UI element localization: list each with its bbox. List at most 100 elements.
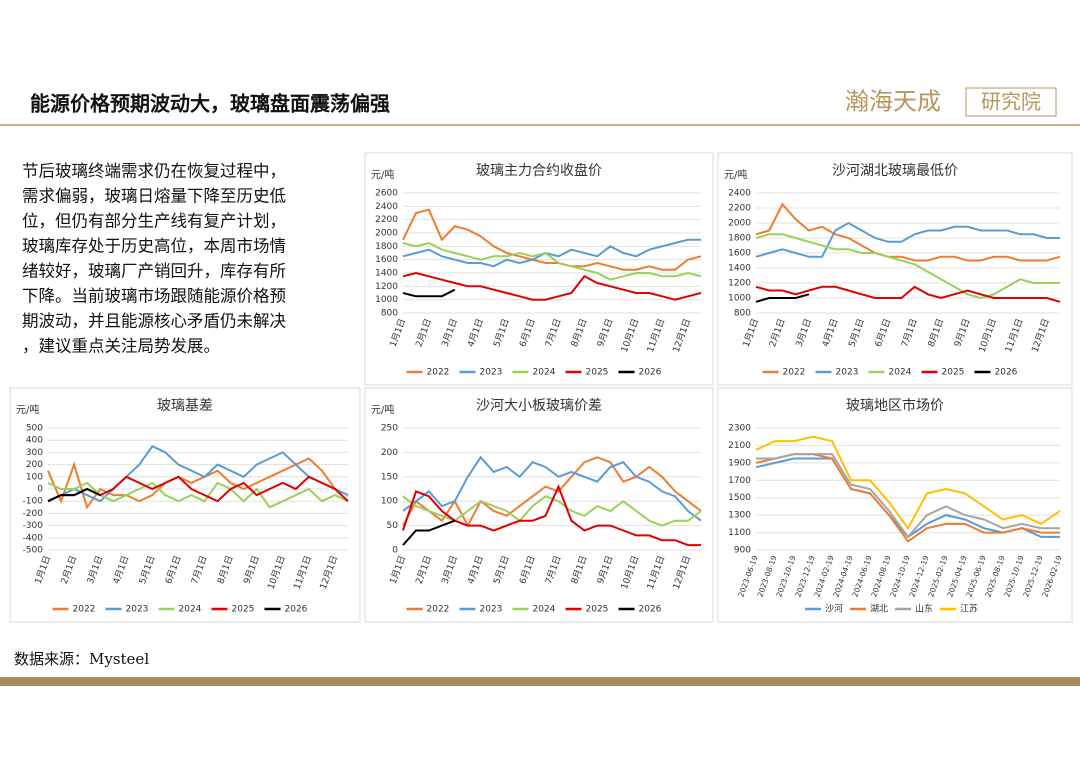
y-tick-label: 1600 — [375, 255, 398, 265]
y-tick-label: 0 — [392, 546, 398, 556]
y-tick-label: 300 — [26, 448, 43, 458]
legend-label: 2022 — [73, 605, 96, 615]
series-line — [402, 455, 702, 522]
y-tick-label: 100 — [381, 497, 398, 507]
y-tick-label: 100 — [26, 472, 43, 482]
legend-label: 2024 — [179, 605, 202, 615]
legend-label: 2024 — [889, 368, 912, 378]
y-tick-label: 1800 — [728, 234, 751, 244]
y-tick-label: 1900 — [728, 458, 751, 468]
legend-label: 2023 — [126, 605, 149, 615]
paragraph-line: 需求偏弱，玻璃日熔量下降至历史低 — [22, 187, 286, 206]
chart-frame — [717, 387, 1073, 623]
y-tick-label: 400 — [26, 436, 43, 446]
paragraph-line: 下降。当前玻璃市场跟随能源价格预 — [22, 287, 286, 306]
legend-label: 2026 — [995, 368, 1018, 378]
y-tick-label: 2200 — [375, 215, 398, 225]
legend-label: 2026 — [639, 368, 662, 378]
y-tick-label: 2000 — [728, 219, 751, 229]
y-tick-label: -300 — [23, 521, 44, 531]
y-tick-label: 2000 — [375, 229, 398, 239]
y-tick-label: 0 — [37, 485, 43, 495]
logo: 瀚海天成 — [845, 88, 941, 116]
y-tick-label: 2400 — [375, 202, 398, 212]
chart-title: 沙河湖北玻璃最低价 — [832, 162, 958, 179]
legend-label: 2025 — [232, 605, 255, 615]
y-tick-label: -200 — [23, 509, 44, 519]
paragraph-line: ，建议重点关注局势发展。 — [22, 337, 220, 356]
legend-label: 2025 — [586, 605, 609, 615]
y-tick-label: 800 — [381, 309, 398, 319]
y-tick-label: 1400 — [375, 269, 398, 279]
legend-label: 2023 — [480, 368, 503, 378]
series-line — [47, 445, 349, 503]
series-line — [755, 233, 1060, 300]
paragraph-line: 位，但仍有部分生产线有复产计划， — [22, 212, 286, 231]
y-tick-label: -100 — [23, 497, 44, 507]
y-tick-label: 1400 — [728, 264, 751, 274]
y-tick-label: 200 — [26, 460, 43, 470]
y-tick-label: 1600 — [728, 249, 751, 259]
series-line — [755, 293, 810, 303]
y-tick-label: 150 — [381, 472, 398, 482]
legend-label: 2023 — [836, 368, 859, 378]
y-axis-label: 元/吨 — [724, 168, 747, 181]
chart-title: 玻璃地区市场价 — [846, 397, 944, 414]
y-tick-label: 2600 — [375, 189, 398, 199]
y-tick-label: 2300 — [728, 424, 751, 434]
chart-frame — [717, 152, 1073, 386]
y-tick-label: 2100 — [728, 441, 751, 451]
chart-frame — [364, 152, 714, 386]
y-tick-label: 1700 — [728, 476, 751, 486]
y-tick-label: -500 — [23, 546, 44, 556]
y-tick-label: 1800 — [375, 242, 398, 252]
y-tick-label: 2400 — [728, 189, 751, 199]
series-line — [402, 241, 702, 281]
legend-label: 江苏 — [960, 603, 978, 615]
logo-text: 研究院 — [981, 90, 1041, 114]
y-tick-label: 2200 — [728, 204, 751, 214]
series-line — [755, 202, 1061, 262]
chart-title: 玻璃基差 — [157, 397, 213, 414]
legend-label: 山东 — [915, 603, 933, 615]
y-tick-label: 200 — [381, 448, 398, 458]
y-tick-label: 500 — [26, 424, 43, 434]
y-tick-label: 1000 — [375, 295, 398, 305]
series-line — [755, 221, 1060, 258]
y-tick-label: 1300 — [728, 511, 751, 521]
y-axis-label: 元/吨 — [371, 403, 394, 416]
y-tick-label: 1200 — [728, 279, 751, 289]
chart-title: 沙河大小板玻璃价差 — [476, 397, 602, 414]
chart-frame — [364, 387, 714, 623]
footer-bar — [0, 677, 1080, 686]
paragraph-line: 绪较好，玻璃厂产销回升，库存有所 — [22, 262, 286, 281]
series-line — [755, 285, 1061, 303]
legend-label: 2025 — [586, 368, 609, 378]
y-tick-label: 900 — [734, 546, 751, 556]
source: 数据来源：Mysteel — [14, 650, 149, 668]
series-line — [756, 453, 1060, 539]
chart-title: 玻璃主力合约收盘价 — [476, 162, 602, 179]
series-line — [402, 519, 456, 546]
legend-label: 2026 — [639, 605, 662, 615]
y-tick-label: 50 — [387, 521, 399, 531]
y-tick-label: 800 — [734, 309, 751, 319]
paragraph-line: 节后玻璃终端需求仍在恢复过程中， — [22, 162, 286, 181]
y-tick-label: 1500 — [728, 493, 751, 503]
series-line — [47, 487, 101, 503]
y-tick-label: -400 — [23, 533, 44, 543]
y-axis-label: 元/吨 — [371, 168, 394, 181]
legend-label: 2023 — [480, 605, 503, 615]
y-axis-label: 元/吨 — [16, 403, 39, 416]
y-tick-label: 1000 — [728, 294, 751, 304]
series-line — [755, 435, 1061, 531]
legend-label: 2026 — [285, 605, 308, 615]
legend-label: 2025 — [942, 368, 965, 378]
paragraph-line: 玻璃库存处于历史高位，本周市场情 — [22, 237, 286, 256]
chart-frame — [9, 387, 361, 623]
legend-label: 沙河 — [825, 603, 843, 615]
legend-label: 2024 — [533, 605, 556, 615]
series-line — [402, 456, 702, 528]
y-tick-label: 1200 — [375, 282, 398, 292]
